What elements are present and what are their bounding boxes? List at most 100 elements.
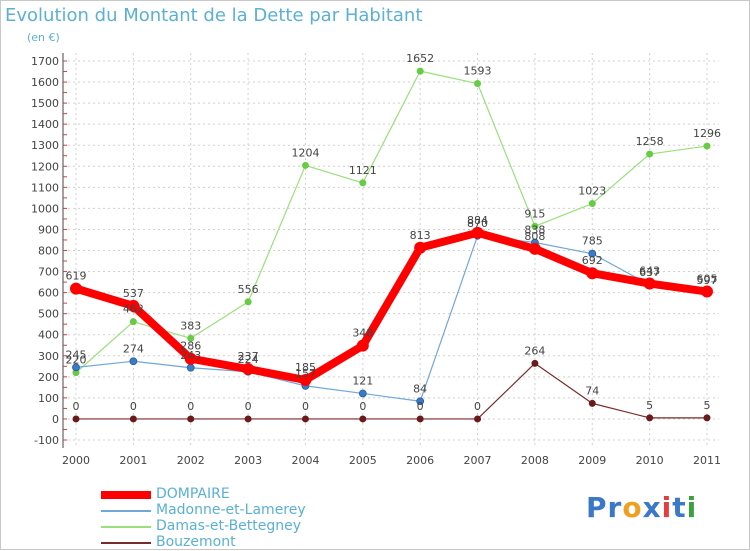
data-point-bouzemont <box>416 415 424 423</box>
brand-letter: P <box>586 491 608 524</box>
x-tick-label: 2010 <box>636 454 664 467</box>
data-label-dompaire: 237 <box>238 350 259 363</box>
y-tick-label: 700 <box>38 266 59 279</box>
data-point-bouzemont <box>359 415 367 423</box>
data-label-damas-et-bettegney: 1121 <box>349 164 377 177</box>
data-point-damas-et-bettegney <box>703 142 711 150</box>
data-label-damas-et-bettegney: 1593 <box>464 65 492 78</box>
data-label-madonne-et-lamerey: 637 <box>639 266 660 279</box>
series-line-damas-et-bettegney <box>75 70 708 374</box>
legend-label-damas: Damas-et-Bettegney <box>156 518 302 534</box>
data-point-dompaire <box>643 277 656 290</box>
data-point-damas-et-bettegney <box>359 179 367 187</box>
data-point-damas-et-bettegney <box>646 150 654 158</box>
x-tick-label: 2001 <box>119 454 147 467</box>
data-point-dompaire <box>184 352 197 365</box>
data-point-damas-et-bettegney <box>474 80 482 88</box>
y-tick-label: 1500 <box>31 97 59 110</box>
data-label-dompaire: 884 <box>467 214 488 227</box>
brand-letter: x <box>642 491 662 524</box>
series-line-dompaire <box>72 228 711 384</box>
y-tick-label: 800 <box>38 245 59 258</box>
data-label-madonne-et-lamerey: 870 <box>467 217 488 230</box>
data-point-bouzemont <box>187 415 195 423</box>
legend-label-bouzemont: Bouzemont <box>156 534 236 550</box>
data-label-bouzemont: 0 <box>302 400 309 413</box>
brand-letter: r <box>607 491 623 524</box>
data-label-dompaire: 692 <box>582 254 603 267</box>
legend-label-dompaire: DOMPAIRE <box>156 486 230 502</box>
data-label-damas-et-bettegney: 556 <box>238 283 259 296</box>
data-label-madonne-et-lamerey: 245 <box>66 348 87 361</box>
data-point-madonne-et-lamerey <box>129 357 138 366</box>
y-tick-label: 0 <box>52 413 59 426</box>
data-label-bouzemont: 0 <box>359 400 366 413</box>
data-label-madonne-et-lamerey: 274 <box>123 342 144 355</box>
data-point-bouzemont <box>531 359 539 367</box>
data-label-madonne-et-lamerey: 84 <box>413 382 427 395</box>
data-label-damas-et-bettegney: 383 <box>180 319 201 332</box>
y-tick-label: 100 <box>38 392 59 405</box>
data-point-damas-et-bettegney <box>301 161 309 169</box>
data-point-dompaire <box>528 242 541 255</box>
x-tick-label: 2009 <box>578 454 606 467</box>
data-label-bouzemont: 0 <box>130 400 137 413</box>
x-tick-label: 2004 <box>291 454 319 467</box>
data-point-bouzemont <box>588 399 596 407</box>
y-tick-label: 1700 <box>31 55 59 68</box>
data-label-dompaire: 643 <box>639 265 660 278</box>
data-label-damas-et-bettegney: 915 <box>524 207 545 220</box>
y-tick-label: 400 <box>38 329 59 342</box>
data-point-dompaire <box>242 363 255 376</box>
data-point-dompaire <box>70 282 82 295</box>
data-label-dompaire: 185 <box>295 361 316 374</box>
data-label-bouzemont: 0 <box>417 400 424 413</box>
data-point-bouzemont <box>244 415 252 423</box>
data-point-bouzemont <box>72 415 80 423</box>
data-point-madonne-et-lamerey <box>416 397 425 406</box>
chart-title: Evolution du Montant de la Dette par Hab… <box>5 5 423 26</box>
x-tick-label: 2006 <box>406 454 434 467</box>
data-label-dompaire: 813 <box>410 229 431 242</box>
data-point-bouzemont <box>474 415 482 423</box>
x-tick-label: 2002 <box>177 454 205 467</box>
data-point-dompaire <box>414 241 427 254</box>
data-point-damas-et-bettegney <box>588 200 596 208</box>
data-point-dompaire <box>701 285 713 298</box>
data-label-madonne-et-lamerey: 597 <box>697 274 718 287</box>
x-tick-label: 2005 <box>349 454 377 467</box>
y-tick-label: 1600 <box>31 76 59 89</box>
y-tick-label: 900 <box>38 223 59 236</box>
x-tick-label: 2000 <box>62 454 90 467</box>
y-tick-label: 1200 <box>31 160 59 173</box>
legend-swatch-damas <box>101 526 151 528</box>
y-tick-label: 600 <box>38 287 59 300</box>
data-label-bouzemont: 0 <box>187 400 194 413</box>
data-point-madonne-et-lamerey <box>186 363 195 372</box>
data-point-madonne-et-lamerey <box>588 249 597 258</box>
data-point-damas-et-bettegney <box>187 334 195 342</box>
y-tick-label: 300 <box>38 350 59 363</box>
data-label-dompaire: 348 <box>352 327 373 340</box>
data-label-damas-et-bettegney: 1296 <box>693 127 721 140</box>
data-point-madonne-et-lamerey <box>72 363 80 372</box>
data-label-madonne-et-lamerey: 838 <box>524 223 545 236</box>
data-point-bouzemont <box>129 415 137 423</box>
legend-item-dompaire: DOMPAIRE <box>101 486 341 503</box>
y-tick-label: 1100 <box>31 181 59 194</box>
data-label-damas-et-bettegney: 1204 <box>291 146 319 159</box>
y-tick-label: -100 <box>34 434 59 447</box>
data-point-dompaire <box>299 373 312 386</box>
data-label-damas-et-bettegney: 1652 <box>406 52 434 65</box>
data-label-damas-et-bettegney: 1023 <box>578 185 606 198</box>
x-tick-label: 2008 <box>521 454 549 467</box>
data-label-damas-et-bettegney: 220 <box>66 354 87 367</box>
legend-label-madonne: Madonne-et-Lamerey <box>156 502 306 518</box>
data-label-bouzemont: 0 <box>73 400 80 413</box>
data-label-bouzemont: 0 <box>474 400 481 413</box>
legend-swatch-dompaire <box>101 491 151 499</box>
data-point-damas-et-bettegney <box>72 369 80 377</box>
data-point-dompaire <box>471 226 484 239</box>
